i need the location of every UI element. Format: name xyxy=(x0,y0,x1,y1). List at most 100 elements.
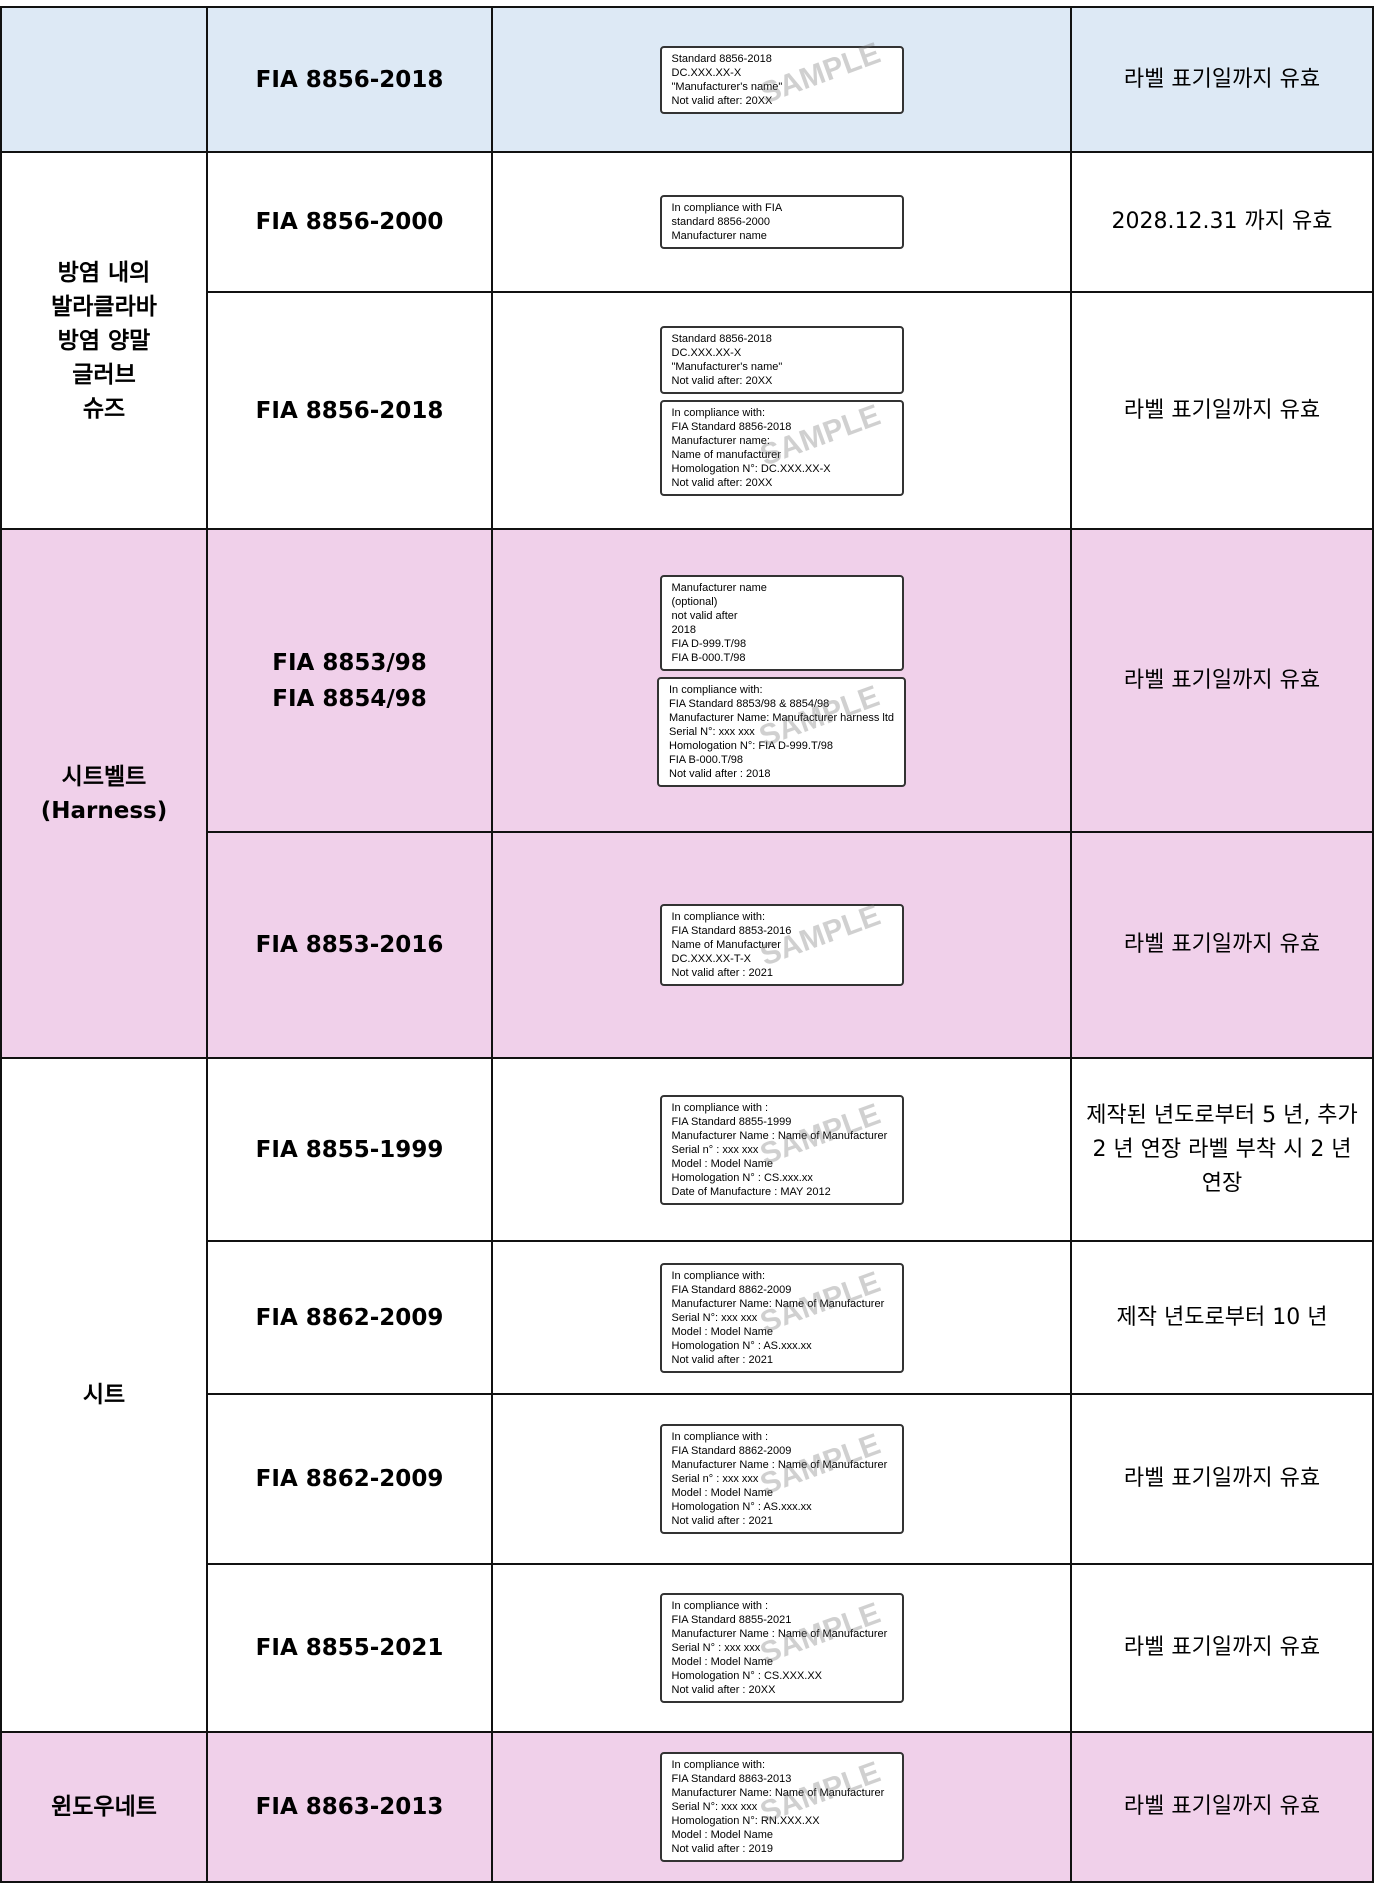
label-sample: In compliance with: FIA Standard 8862-200… xyxy=(659,1262,904,1373)
standard-line: FIA 8856-2000 xyxy=(255,209,444,235)
standard-line: FIA 8854/98 xyxy=(272,685,427,712)
label-text: Not valid after : 2018 xyxy=(669,767,771,780)
category-line: 글러브 xyxy=(72,361,136,388)
standard-line: FIA 8856-2018 xyxy=(255,66,444,93)
label-text: Not valid after : 2021 xyxy=(671,967,774,979)
label-text: Not valid after : 2019 xyxy=(671,1843,774,1855)
table-row: FIA 8862-2009 In compliance with : FIA Sta… xyxy=(1,1393,1374,1565)
table-row: 시트벨트 (Harness) FIA 8853/98 FIA 8854/98 Manuf… xyxy=(0,528,1374,1059)
category-line: 시트벨트 xyxy=(61,763,147,790)
label-text: Homologation N° : AS.xxx.xx xyxy=(671,1501,812,1513)
label-text: DC.XXX.XX-X xyxy=(671,346,742,359)
label-text: FIA Standard 8863-2013 xyxy=(671,1773,792,1785)
label-text: (optional) xyxy=(671,595,718,608)
label-text: Model : Model Name xyxy=(671,1829,774,1841)
label-text: FIA Standard 8862-2009 xyxy=(671,1283,792,1296)
standard-cell: FIA 8853/98 FIA 8854/98 xyxy=(206,528,493,833)
label-text: Model : Model Name xyxy=(671,1656,774,1668)
label-text: Not valid after : 2021 xyxy=(671,1515,774,1527)
label-sample: Standard 8856-2018 DC.XXX.XX-X "Manufactur… xyxy=(659,36,904,114)
label-images: Standard 8856-2018 DC.XXX.XX-X "Manufactur… xyxy=(501,325,1062,496)
label-text: FIA Standard 8856-2018 xyxy=(671,420,792,433)
category-line: 윈도우네트 xyxy=(51,1794,157,1820)
table-row: FIA 8855-2021 In compliance with : FIA Sta… xyxy=(1,1563,1374,1733)
label-cell: In compliance with: FIA Standard 8863-201… xyxy=(491,1731,1072,1883)
label-cell: In compliance with : FIA Standard 8855-19… xyxy=(491,1057,1072,1242)
label-sample: In compliance with: FIA Standard 8853-201… xyxy=(659,899,904,986)
label-images: In compliance with: FIA Standard 8862-200… xyxy=(501,1262,1062,1373)
label-text: Serial N°: xxx xxx xyxy=(671,1311,758,1324)
standard-cell: FIA 8862-2009 xyxy=(206,1393,493,1565)
label-text: FIA Standard 8853/98 & 8854/98 xyxy=(669,697,830,710)
label-text: Manufacturer Name: Name of Manufacturer xyxy=(671,1297,885,1310)
validity-cell: 2028.12.31 까지 유효 xyxy=(1070,151,1374,293)
label-cell: Manufacturer name (optional) not valid aft… xyxy=(491,528,1072,833)
validity-cell: 제작된 년도로부터 5 년, 추가 2 년 연장 라벨 부착 시 2 년 연장 xyxy=(1070,1057,1374,1242)
label-text: Manufacturer Name: Name of Manufacturer xyxy=(671,1787,885,1799)
label-text: FIA Standard 8853-2016 xyxy=(671,925,792,937)
label-text: 2018 xyxy=(671,623,696,636)
validity-cell: 제작 년도로부터 10 년 xyxy=(1070,1240,1374,1395)
table-row: 방염 내의 발라클라바 방염 양말 글러브 슈즈 FIA 8856-2000 In comp… xyxy=(0,151,1374,530)
label-text: "Manufacturer's name" xyxy=(671,360,783,373)
label-text: Name of Manufacturer xyxy=(671,939,781,951)
label-cell: In compliance with : FIA Standard 8862-20… xyxy=(491,1393,1072,1565)
label-text: Name of manufacturer xyxy=(671,448,781,461)
label-cell: In compliance with : FIA Standard 8855-20… xyxy=(491,1563,1072,1733)
validity-cell: 라벨 표기일까지 유효 xyxy=(1070,1393,1374,1565)
category-cell: 윈도우네트 xyxy=(0,1731,208,1883)
category-line: (Harness) xyxy=(40,797,168,824)
standard-cell: FIA 8856-2018 xyxy=(206,6,493,153)
label-text: Serial N°: xxx xxx xyxy=(671,1801,758,1813)
label-text: standard 8856-2000 xyxy=(671,216,770,228)
label-sample: In compliance with: FIA Standard 8863-201… xyxy=(659,1752,904,1862)
label-text: DC.XXX.XX-T-X xyxy=(671,953,751,965)
table-row: FIA 8853-2016 In compliance with: FIA Stan… xyxy=(1,831,1374,1059)
label-text: Not valid after: 20XX xyxy=(671,374,773,387)
standard-line: FIA 8853-2016 xyxy=(255,932,444,958)
label-images: In compliance with: FIA Standard 8863-201… xyxy=(501,1752,1062,1862)
label-text: Standard 8856-2018 xyxy=(671,52,772,65)
validity-cell: 라벨 표기일까지 유효 xyxy=(1070,528,1374,833)
standard-cell: FIA 8856-2018 xyxy=(206,291,493,530)
standard-line: FIA 8862-2009 xyxy=(255,1466,444,1492)
label-text: In compliance with: xyxy=(671,406,766,419)
label-text: Model : Model Name xyxy=(671,1157,774,1170)
category-line: 시트 xyxy=(82,1382,126,1408)
label-text: FIA B-000.T/98 xyxy=(669,753,743,766)
label-sample: In compliance with: FIA Standard 8856-201… xyxy=(659,399,904,496)
standard-line: FIA 8855-1999 xyxy=(255,1136,444,1163)
category-line: 방염 내의 xyxy=(57,259,151,286)
label-text: Homologation N° : AS.xxx.xx xyxy=(671,1339,812,1352)
label-images: In compliance with FIA standard 8856-2000… xyxy=(501,195,1062,249)
label-text: Manufacturer Name : Name of Manufacturer xyxy=(671,1628,888,1640)
label-text: In compliance with : xyxy=(671,1600,769,1612)
label-text: Serial N° : xxx xxx xyxy=(671,1642,761,1654)
label-text: Model : Model Name xyxy=(671,1487,774,1499)
label-text: FIA Standard 8862-2009 xyxy=(671,1445,792,1457)
label-sample: In compliance with: FIA Standard 8853/98 … xyxy=(657,676,906,787)
label-text: Homologation N°: FIA D-999.T/98 xyxy=(669,739,833,752)
label-text: Standard 8856-2018 xyxy=(671,332,772,345)
label-text: DC.XXX.XX-X xyxy=(671,66,742,79)
label-text: not valid after xyxy=(671,609,738,622)
standard-cell: FIA 8855-1999 xyxy=(206,1057,493,1242)
label-sample: In compliance with : FIA Standard 8862-20… xyxy=(659,1424,904,1534)
label-text: In compliance with: xyxy=(671,1759,766,1771)
label-text: Homologation N°: RN.XXX.XX xyxy=(671,1815,820,1827)
label-text: FIA D-999.T/98 xyxy=(671,637,747,650)
validity-cell: 라벨 표기일까지 유효 xyxy=(1070,831,1374,1059)
category-line: 발라클라바 xyxy=(51,293,157,320)
standard-cell: FIA 8855-2021 xyxy=(206,1563,493,1733)
label-sample: Manufacturer name (optional) not valid aft… xyxy=(659,574,904,671)
homologation-table: FIA 8856-2018 Standard 8856-2018 DC.XXX.XX… xyxy=(0,6,1374,1883)
standard-cell: FIA 8863-2013 xyxy=(206,1731,493,1883)
label-cell: In compliance with FIA standard 8856-2000… xyxy=(491,151,1072,293)
label-cell: Standard 8856-2018 DC.XXX.XX-X "Manufactur… xyxy=(491,291,1072,530)
label-text: Serial n° : xxx xxx xyxy=(671,1143,759,1156)
label-text: Manufacturer name: xyxy=(671,434,770,447)
label-text: Not valid after: 20XX xyxy=(671,94,773,107)
label-text: Homologation N°: DC.XXX.XX-X xyxy=(671,462,831,475)
label-text: Date of Manufacture : MAY 2012 xyxy=(671,1185,831,1198)
